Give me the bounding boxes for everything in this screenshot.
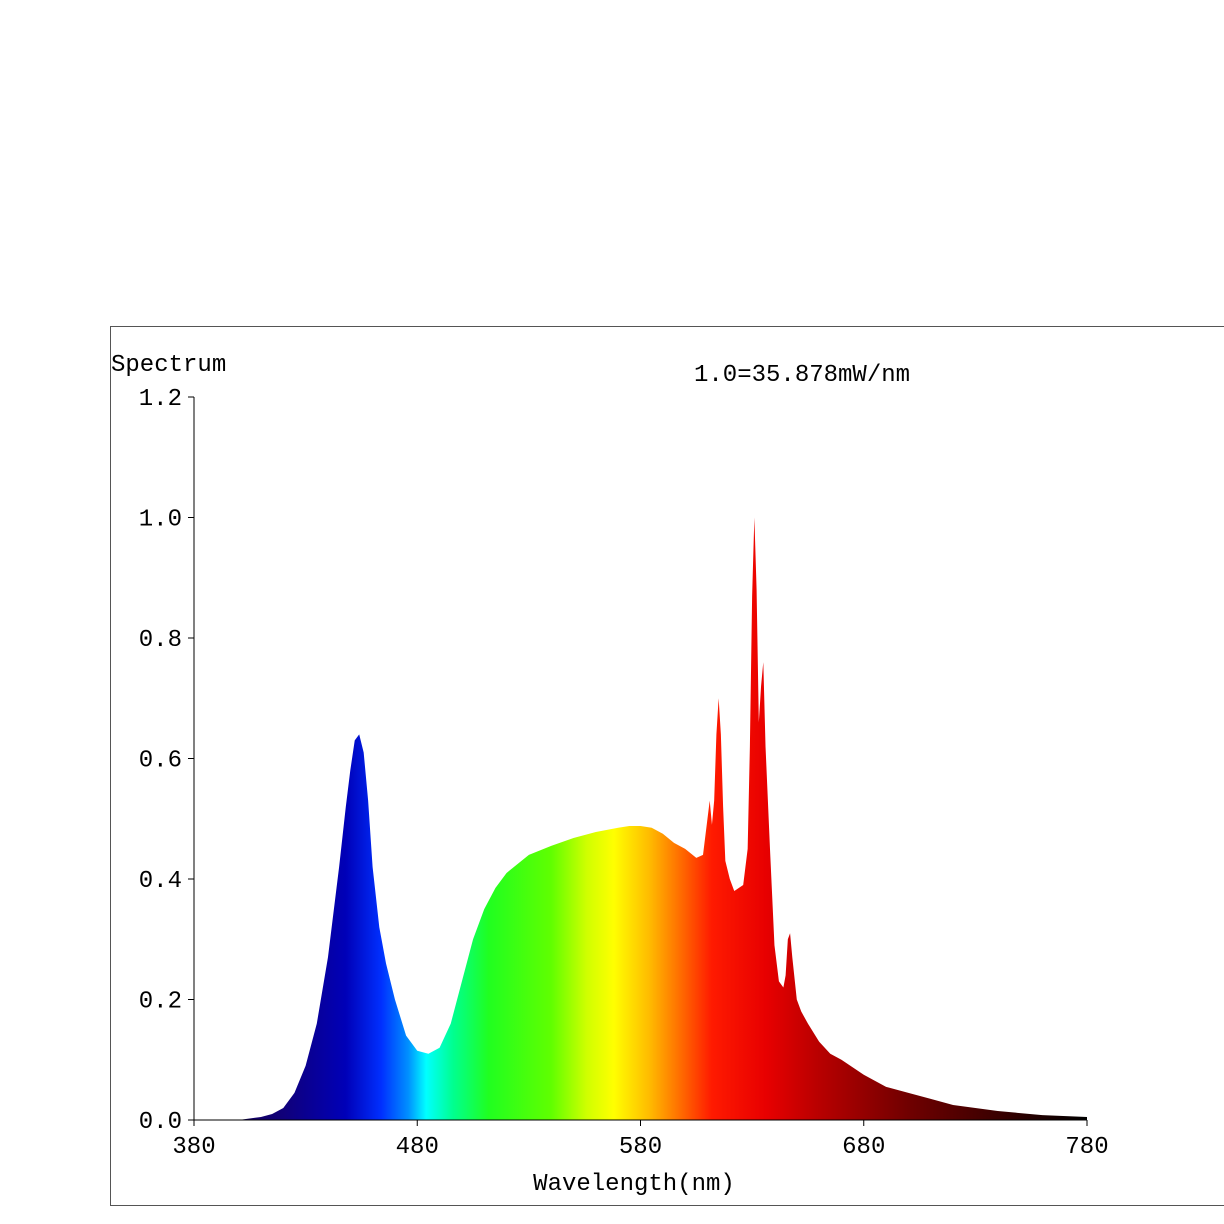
y-tick-label: 0.2 [139,989,182,1016]
x-ticks: 380 480 580 680 780 [172,1120,1109,1161]
y-tick-label: 0.0 [139,1109,182,1136]
chart-frame: 0.0 0.2 0.4 0.6 0.8 1.0 1.2 380 480 580 680 780 Sp… [110,326,1224,1206]
y-tick-label: 0.6 [139,748,182,775]
x-tick-label: 680 [842,1134,885,1161]
x-tick-label: 380 [172,1134,215,1161]
x-tick-label: 480 [396,1134,439,1161]
spectrum-chart: 0.0 0.2 0.4 0.6 0.8 1.0 1.2 380 480 580 680 780 Sp… [111,352,1109,1198]
y-tick-label: 0.8 [139,627,182,654]
x-axis-label: Wavelength(nm) [533,1171,735,1198]
x-tick-label: 580 [619,1134,662,1161]
y-tick-label: 1.2 [139,386,182,413]
y-ticks: 0.0 0.2 0.4 0.6 0.8 1.0 1.2 [139,386,194,1136]
plot-area: 0.0 0.2 0.4 0.6 0.8 1.0 1.2 380 480 580 680 780 [139,386,1109,1161]
scale-annotation: 1.0=35.878mW/nm [694,362,910,389]
y-axis-label: Spectrum [111,352,226,379]
y-tick-label: 1.0 [139,507,182,534]
x-tick-label: 780 [1065,1134,1108,1161]
y-tick-label: 0.4 [139,868,182,895]
spectrum-area [194,517,1087,1120]
